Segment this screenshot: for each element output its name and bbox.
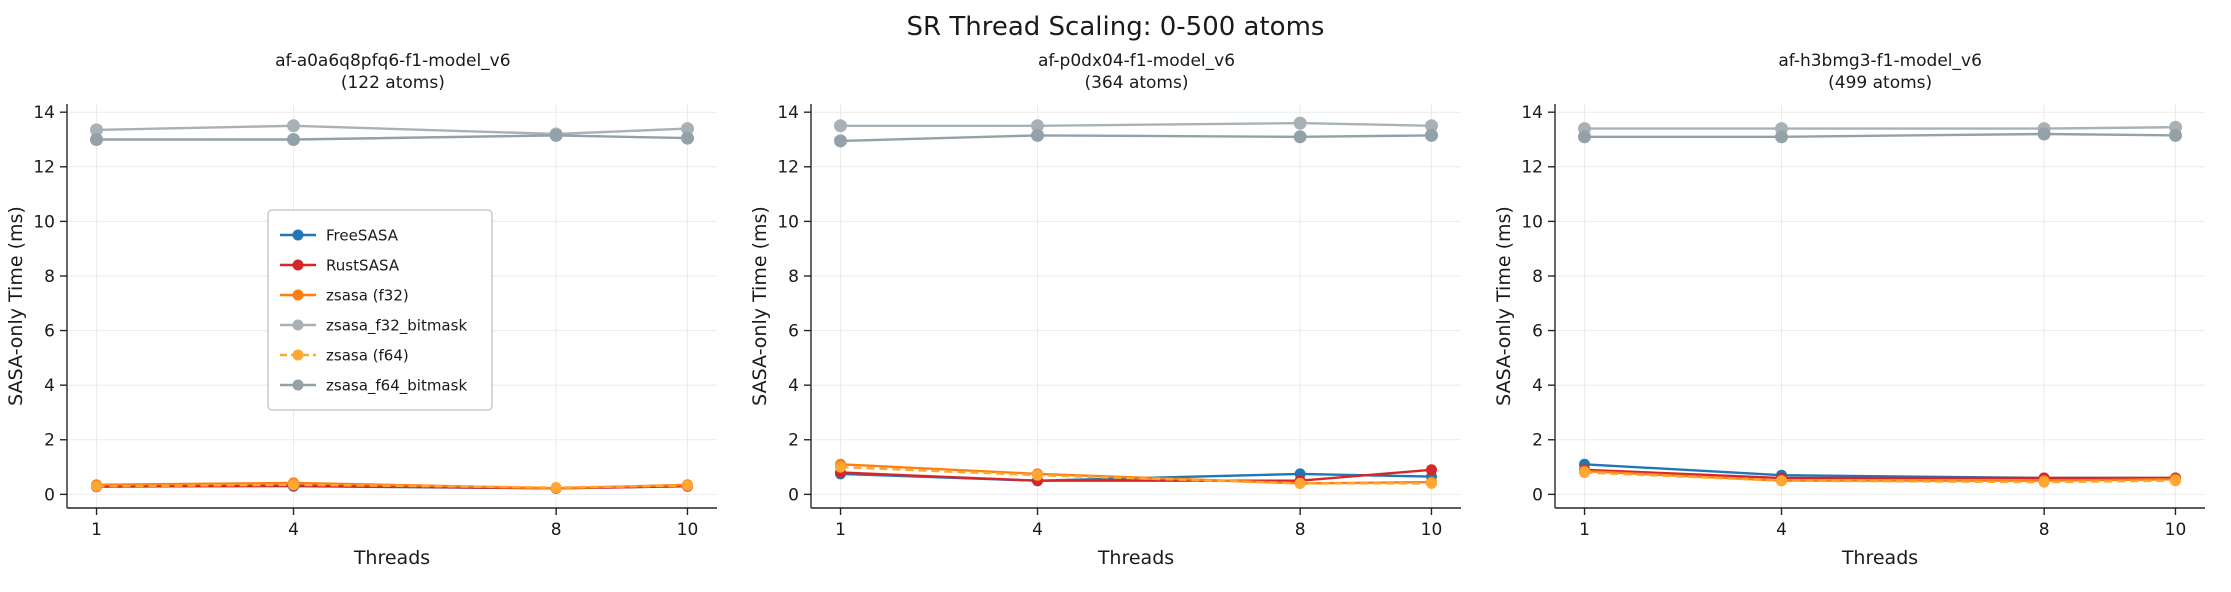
svg-text:RustSASA: RustSASA	[326, 256, 400, 274]
svg-text:zsasa_f32_bitmask: zsasa_f32_bitmask	[326, 316, 467, 335]
svg-text:FreeSASA: FreeSASA	[326, 226, 399, 244]
svg-text:6: 6	[45, 322, 56, 342]
svg-text:10: 10	[1421, 520, 1443, 540]
subplot-1: af-a0a6q8pfq6-f1-model_v6 (122 atoms) 0 2…	[5, 50, 738, 574]
svg-text:2: 2	[45, 431, 56, 451]
subplot-3-subtitle: (499 atoms)	[1828, 73, 1933, 94]
svg-text:1: 1	[91, 520, 102, 540]
svg-text:8: 8	[45, 267, 56, 287]
subplot-1-subtitle: (122 atoms)	[340, 73, 445, 94]
svg-text:8: 8	[1532, 267, 1543, 287]
svg-text:SASA-only Time (ms): SASA-only Time (ms)	[749, 206, 771, 406]
svg-text:zsasa_f64_bitmask: zsasa_f64_bitmask	[326, 376, 467, 395]
svg-text:4: 4	[1776, 520, 1787, 540]
svg-text:zsasa (f32): zsasa (f32)	[326, 286, 409, 304]
svg-text:Threads: Threads	[353, 547, 430, 569]
svg-text:14: 14	[34, 103, 56, 123]
svg-text:2: 2	[1532, 431, 1543, 451]
svg-text:6: 6	[1532, 322, 1543, 342]
subplot-1-line-plot: 0 2 4 6 8 10 12 14 1 4 8 10 Threads SASA-only Time (m…	[5, 94, 738, 574]
svg-text:12: 12	[1521, 158, 1543, 178]
svg-text:8: 8	[551, 520, 562, 540]
charts-row: af-a0a6q8pfq6-f1-model_v6 (122 atoms) 0 2…	[0, 50, 2231, 574]
subplot-2-line-plot: 0 2 4 6 8 10 12 14 1 4 8 10 Threads SASA-only Time (m…	[749, 94, 1482, 574]
svg-text:10: 10	[1521, 213, 1543, 233]
svg-text:0: 0	[788, 485, 799, 505]
svg-text:4: 4	[1032, 520, 1043, 540]
subplot-3-title: af-h3bmg3-f1-model_v6	[1778, 51, 1982, 71]
svg-text:4: 4	[1532, 376, 1543, 396]
svg-text:8: 8	[788, 267, 799, 287]
svg-text:10: 10	[34, 213, 56, 233]
svg-text:4: 4	[288, 520, 299, 540]
figure-title: SR Thread Scaling: 0-500 atoms	[906, 12, 1325, 42]
subplot-2-subtitle: (364 atoms)	[1084, 73, 1189, 94]
svg-text:2: 2	[788, 431, 799, 451]
svg-text:zsasa (f64): zsasa (f64)	[326, 346, 409, 364]
subplot-3-line-plot: 0 2 4 6 8 10 12 14 1 4 8 10 Threads SASA-only Time (m…	[1493, 94, 2226, 574]
svg-text:12: 12	[777, 158, 799, 178]
svg-text:4: 4	[45, 376, 56, 396]
svg-text:12: 12	[34, 158, 56, 178]
svg-text:1: 1	[1579, 520, 1590, 540]
svg-text:Threads: Threads	[1097, 547, 1174, 569]
svg-text:6: 6	[788, 322, 799, 342]
svg-text:8: 8	[1295, 520, 1306, 540]
svg-text:0: 0	[45, 485, 56, 505]
svg-text:4: 4	[788, 376, 799, 396]
subplot-3: af-h3bmg3-f1-model_v6 (499 atoms) 0 2 4 6 8 1…	[1493, 50, 2226, 574]
svg-text:10: 10	[777, 213, 799, 233]
svg-text:0: 0	[1532, 485, 1543, 505]
svg-text:SASA-only Time (ms): SASA-only Time (ms)	[5, 206, 27, 406]
svg-text:SASA-only Time (ms): SASA-only Time (ms)	[1493, 206, 1515, 406]
svg-text:10: 10	[2164, 520, 2186, 540]
svg-text:10: 10	[677, 520, 699, 540]
subplot-1-title: af-a0a6q8pfq6-f1-model_v6	[275, 51, 511, 71]
svg-text:Threads: Threads	[1840, 547, 1917, 569]
svg-text:8: 8	[2038, 520, 2049, 540]
svg-text:14: 14	[777, 103, 799, 123]
subplot-2: af-p0dx04-f1-model_v6 (364 atoms) 0 2 4 6 8 1…	[749, 50, 1482, 574]
subplot-2-title: af-p0dx04-f1-model_v6	[1037, 51, 1236, 71]
svg-text:1: 1	[835, 520, 846, 540]
svg-text:14: 14	[1521, 103, 1543, 123]
